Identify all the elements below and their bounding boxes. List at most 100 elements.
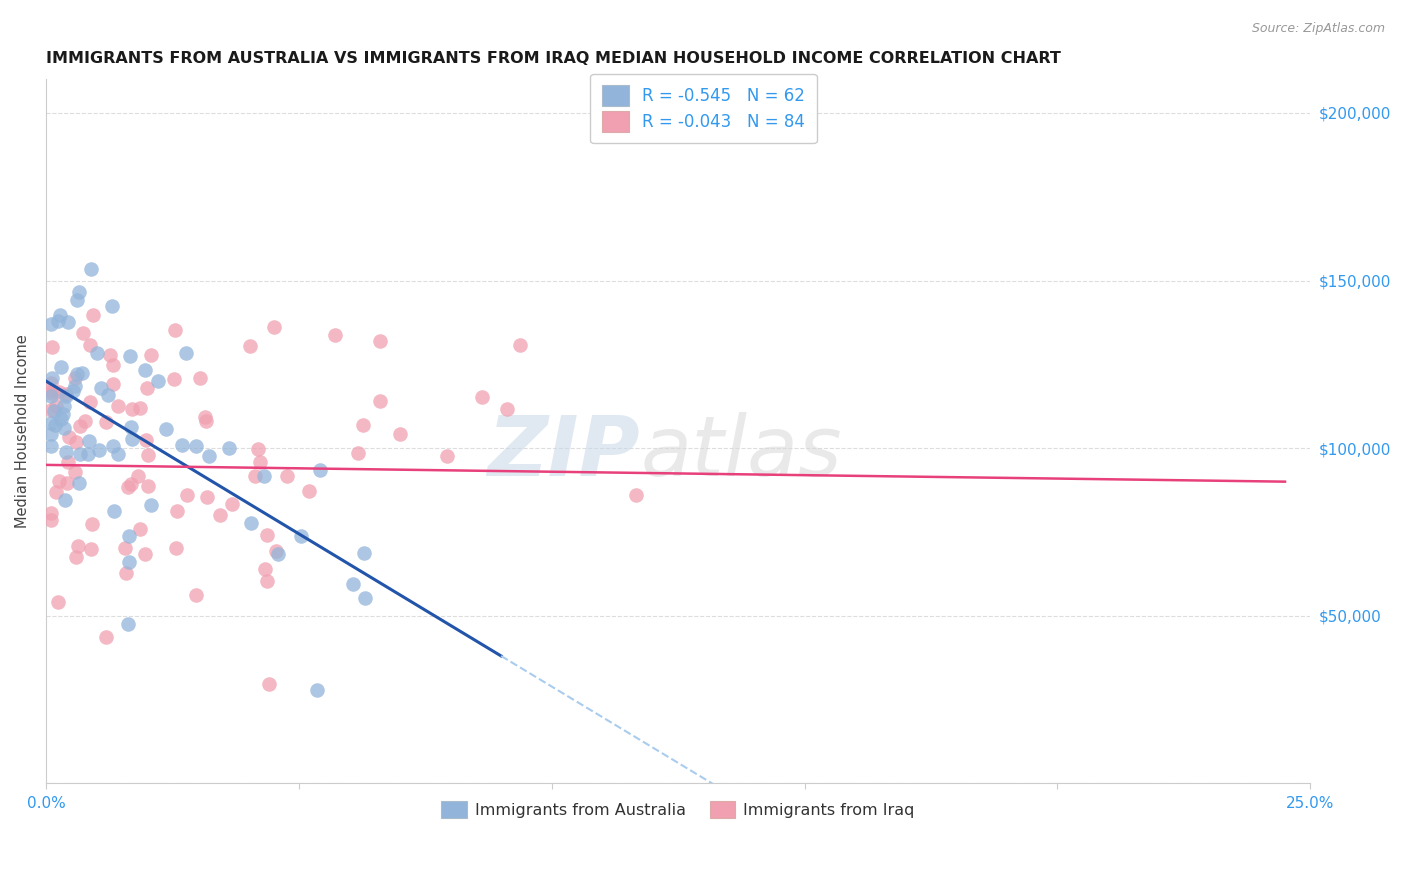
Point	[165, 323, 187, 337]
Point	[45, 485, 67, 500]
Point	[136, 479, 159, 493]
Point	[496, 401, 519, 416]
Point	[263, 319, 285, 334]
Point	[190, 371, 212, 385]
Point	[309, 463, 332, 477]
Point	[436, 449, 458, 463]
Point	[240, 516, 263, 531]
Text: IMMIGRANTS FROM AUSTRALIA VS IMMIGRANTS FROM IRAQ MEDIAN HOUSEHOLD INCOME CORREL: IMMIGRANTS FROM AUSTRALIA VS IMMIGRANTS …	[46, 51, 1062, 66]
Point	[51, 412, 73, 426]
Point	[63, 371, 86, 385]
Point	[194, 410, 217, 425]
Point	[65, 549, 87, 564]
Point	[118, 529, 141, 543]
Point	[174, 346, 197, 360]
Point	[368, 394, 391, 409]
Point	[218, 441, 240, 455]
Point	[101, 358, 124, 372]
Point	[290, 529, 312, 543]
Point	[87, 443, 110, 458]
Point	[41, 340, 63, 354]
Point	[141, 348, 163, 362]
Point	[101, 376, 124, 391]
Point	[82, 308, 104, 322]
Point	[117, 617, 139, 632]
Point	[94, 415, 117, 429]
Point	[72, 326, 94, 340]
Point	[53, 420, 76, 434]
Point	[69, 447, 91, 461]
Point	[53, 493, 76, 508]
Point	[257, 676, 280, 690]
Point	[39, 402, 62, 417]
Point	[249, 455, 271, 469]
Point	[139, 498, 162, 512]
Point	[58, 430, 80, 444]
Y-axis label: Median Household Income: Median Household Income	[15, 334, 30, 528]
Point	[121, 402, 143, 417]
Point	[65, 435, 87, 450]
Point	[115, 566, 138, 580]
Point	[55, 386, 77, 401]
Point	[509, 337, 531, 351]
Point	[79, 395, 101, 409]
Point	[165, 541, 187, 556]
Point	[163, 372, 186, 386]
Point	[55, 389, 77, 403]
Point	[325, 328, 347, 343]
Point	[79, 338, 101, 352]
Point	[39, 439, 62, 453]
Point	[77, 434, 100, 449]
Point	[39, 389, 62, 403]
Point	[44, 404, 66, 418]
Point	[135, 381, 157, 395]
Point	[195, 491, 218, 505]
Point	[66, 293, 89, 307]
Point	[69, 418, 91, 433]
Point	[52, 407, 75, 421]
Point	[39, 506, 62, 520]
Point	[39, 416, 62, 430]
Point	[129, 401, 152, 415]
Point	[90, 381, 112, 395]
Point	[170, 438, 193, 452]
Point	[264, 543, 287, 558]
Point	[135, 434, 157, 448]
Point	[120, 476, 142, 491]
Point	[247, 442, 270, 456]
Point	[66, 367, 89, 381]
Point	[129, 522, 152, 536]
Text: ZIP: ZIP	[488, 412, 640, 493]
Point	[146, 374, 169, 388]
Point	[253, 469, 276, 483]
Point	[63, 378, 86, 392]
Point	[39, 376, 62, 391]
Point	[256, 527, 278, 541]
Point	[239, 339, 262, 353]
Point	[352, 417, 374, 432]
Point	[39, 317, 62, 331]
Point	[121, 432, 143, 446]
Point	[221, 498, 243, 512]
Point	[353, 546, 375, 560]
Point	[347, 445, 370, 459]
Point	[107, 399, 129, 413]
Point	[62, 384, 84, 398]
Point	[66, 539, 89, 553]
Point	[388, 426, 411, 441]
Point	[134, 363, 156, 377]
Point	[48, 384, 70, 399]
Point	[41, 384, 63, 399]
Point	[41, 427, 63, 442]
Point	[48, 474, 70, 488]
Point	[134, 547, 156, 561]
Legend: Immigrants from Australia, Immigrants from Iraq: Immigrants from Australia, Immigrants fr…	[434, 795, 921, 825]
Point	[103, 503, 125, 517]
Point	[67, 285, 90, 300]
Point	[70, 366, 93, 380]
Point	[626, 488, 648, 502]
Point	[46, 314, 69, 328]
Point	[56, 315, 79, 329]
Point	[114, 541, 136, 556]
Point	[51, 359, 73, 374]
